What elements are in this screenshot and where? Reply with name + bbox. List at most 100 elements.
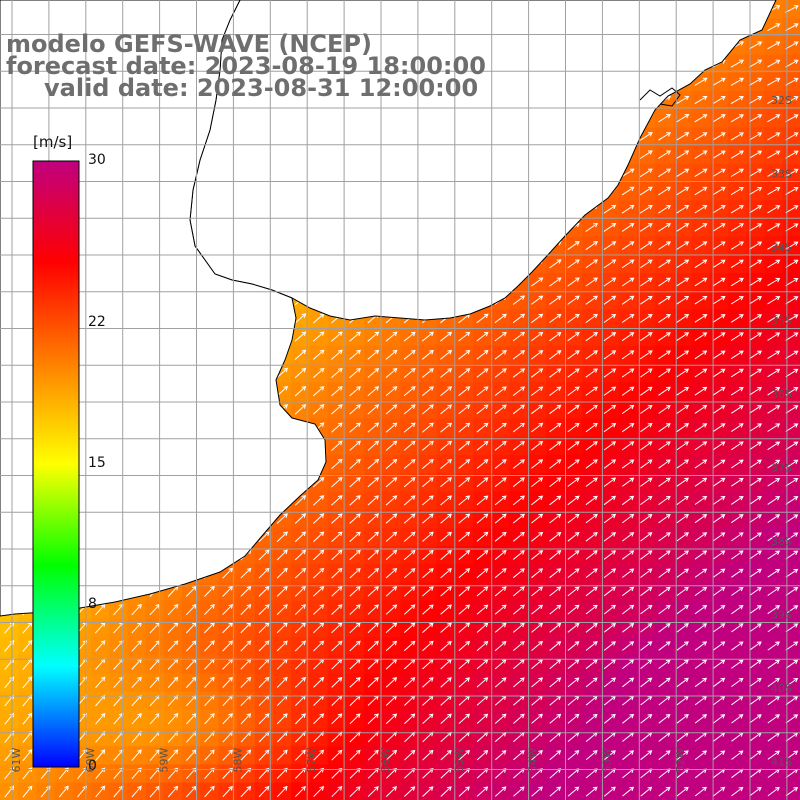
wind-vector-arrow bbox=[694, 96, 708, 105]
wind-vector-arrow bbox=[712, 223, 726, 232]
colorbar-tick-label: 15 bbox=[88, 455, 106, 471]
wind-vector-arrow bbox=[767, 114, 781, 123]
wind-vector-arrow bbox=[785, 223, 799, 232]
wind-vector-arrow bbox=[712, 186, 726, 196]
latitude-label: 33S bbox=[771, 168, 792, 181]
wind-vector-arrow bbox=[767, 132, 781, 141]
wind-vector-arrow bbox=[785, 187, 799, 196]
wind-vector-arrow bbox=[730, 59, 745, 68]
wind-vector-arrow bbox=[767, 23, 781, 32]
wind-vector-arrow bbox=[567, 241, 580, 251]
colorbar-tick-label: 8 bbox=[88, 596, 97, 613]
wind-vector-arrow bbox=[785, 59, 799, 68]
wind-vector-arrow bbox=[767, 96, 781, 105]
wind-vector-arrow bbox=[658, 150, 671, 159]
longitude-label: 57W bbox=[305, 747, 318, 772]
longitude-label: 55W bbox=[453, 747, 466, 772]
latitude-label: 36S bbox=[771, 388, 792, 401]
wind-vector-arrow bbox=[676, 204, 690, 214]
wind-vector-arrow bbox=[767, 41, 781, 50]
wind-vector-arrow bbox=[658, 204, 671, 214]
wind-vector-arrow bbox=[730, 96, 744, 105]
latitude-label: 40S bbox=[771, 682, 792, 695]
colorbar-tick-label: 0 bbox=[88, 758, 97, 774]
wind-vector-arrow bbox=[749, 132, 763, 141]
wind-vector-arrow bbox=[767, 150, 781, 159]
wind-vector-arrow bbox=[694, 168, 708, 178]
wind-vector-arrow bbox=[785, 132, 799, 141]
wind-vector-arrow bbox=[712, 96, 726, 105]
latitude-label: 34S bbox=[771, 241, 792, 254]
wind-vector-arrow bbox=[639, 186, 653, 196]
latitude-label: 38S bbox=[771, 535, 792, 548]
wind-vector-arrow bbox=[785, 41, 799, 50]
wind-vector-arrow bbox=[676, 132, 690, 141]
wind-vector-arrow bbox=[767, 59, 781, 68]
wind-vector-arrow bbox=[694, 223, 708, 232]
wind-vector-arrow bbox=[712, 114, 726, 123]
wind-vector-arrow bbox=[749, 168, 763, 177]
wind-vector-arrow bbox=[712, 150, 726, 159]
wind-vector-arrow bbox=[694, 77, 708, 86]
wind-vector-arrow bbox=[748, 59, 763, 68]
longitude-label: 58W bbox=[231, 747, 244, 772]
wind-vector-arrow bbox=[621, 204, 635, 214]
wind-vector-arrow bbox=[785, 150, 799, 159]
wind-vector-arrow bbox=[730, 205, 744, 214]
wind-vector-arrow bbox=[767, 77, 781, 86]
wind-vector-arrow bbox=[694, 150, 708, 159]
wind-vector-arrow bbox=[712, 132, 726, 141]
wind-speed-cell bbox=[782, 782, 800, 800]
valid-date: valid date: 2023-08-31 12:00:00 bbox=[44, 74, 479, 102]
wind-vector-arrow bbox=[730, 114, 744, 123]
wind-vector-arrow bbox=[603, 223, 617, 232]
wind-vector-arrow bbox=[676, 168, 690, 178]
wind-vector-arrow bbox=[748, 77, 763, 86]
latitude-label: 32S bbox=[771, 94, 792, 107]
wind-vector-arrow bbox=[585, 222, 599, 232]
wind-vector-arrow bbox=[658, 114, 671, 123]
wind-vector-arrow bbox=[785, 114, 799, 123]
wind-vector-arrow bbox=[658, 223, 672, 232]
wind-vector-arrow bbox=[749, 150, 763, 159]
longitude-label: 52W bbox=[674, 747, 687, 772]
wind-vector-arrow bbox=[694, 205, 708, 214]
wind-vector-arrow bbox=[730, 77, 745, 86]
wind-vector-arrow bbox=[730, 132, 744, 141]
wind-vector-arrow bbox=[785, 23, 799, 32]
wind-vector-arrow bbox=[603, 241, 617, 251]
wind-vector-arrow bbox=[749, 205, 763, 214]
latitude-label: 39S bbox=[771, 609, 792, 622]
colorbar-tick-label: 30 bbox=[88, 152, 106, 168]
wind-vector-arrow bbox=[639, 150, 653, 159]
wind-vector-arrow bbox=[785, 205, 799, 214]
wind-vector-arrow bbox=[639, 168, 653, 178]
wind-vector-arrow bbox=[640, 223, 653, 232]
wind-vector-arrow bbox=[749, 223, 763, 232]
wind-vector-arrow bbox=[639, 132, 653, 141]
wind-vector-arrow bbox=[694, 186, 708, 196]
wind-vector-arrow bbox=[676, 150, 690, 159]
wind-vector-arrow bbox=[712, 77, 726, 86]
longitude-label: 53W bbox=[600, 747, 613, 772]
wind-vector-arrow bbox=[712, 168, 726, 177]
wind-vector-arrow bbox=[639, 204, 653, 214]
wind-vector-arrow bbox=[785, 168, 799, 177]
longitude-label: 61W bbox=[10, 747, 23, 772]
wind-vector-arrow bbox=[676, 95, 690, 105]
colorbar bbox=[32, 160, 80, 768]
wind-vector-arrow bbox=[767, 168, 781, 177]
wind-vector-arrow bbox=[585, 241, 599, 251]
wind-vector-arrow bbox=[749, 187, 763, 196]
wind-vector-arrow bbox=[694, 132, 708, 141]
longitude-label: 56W bbox=[379, 747, 392, 772]
wind-vector-arrow bbox=[694, 114, 708, 123]
wind-vector-arrow bbox=[730, 223, 744, 232]
wind-vector-arrow bbox=[658, 186, 671, 196]
wind-vector-arrow bbox=[676, 114, 690, 123]
wind-vector-arrow bbox=[767, 223, 781, 232]
wind-vector-arrow bbox=[621, 241, 635, 251]
wind-vector-arrow bbox=[748, 41, 763, 50]
wind-vector-arrow bbox=[712, 205, 726, 214]
